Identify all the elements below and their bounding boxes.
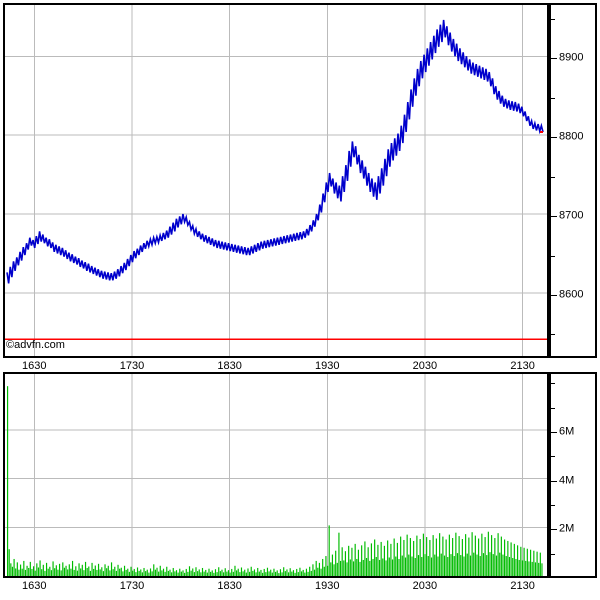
volume-plot-svg (5, 374, 547, 576)
axis-tick-minor (551, 18, 555, 20)
x-axis-label: 2130 (510, 580, 535, 592)
x-axis-label: 1730 (119, 360, 145, 372)
axis-label: 4M (559, 474, 575, 487)
axis-tick-minor (551, 505, 555, 506)
axis-label: 8900 (559, 51, 584, 64)
axis-tick-minor (551, 334, 555, 336)
price-plot-svg (5, 5, 547, 356)
x-axis-label: 1730 (119, 580, 145, 592)
axis-label: 8800 (559, 130, 584, 143)
x-axis-label: 1930 (315, 580, 340, 592)
x-axis-label: 1830 (217, 360, 242, 372)
x-axis-label: 1630 (22, 360, 47, 372)
axis-label: 8700 (559, 209, 584, 222)
price-chart-panel (3, 3, 549, 358)
volume-y-axis: 6M 4M 2M (549, 372, 597, 578)
price-y-axis: 8900 8800 8700 8600 (549, 3, 597, 358)
x-axis-label: 1830 (217, 580, 242, 592)
axis-tick-minor (551, 553, 555, 555)
axis-tick-major (551, 137, 557, 139)
x-axis-label: 2130 (510, 360, 535, 372)
axis-tick-major (551, 432, 557, 433)
axis-tick-major (551, 480, 557, 482)
x-axis-label: 2030 (412, 580, 438, 592)
axis-tick-minor (551, 456, 555, 458)
axis-tick-major (551, 529, 557, 531)
x-axis-label: 2030 (412, 360, 438, 372)
volume-chart-panel (3, 372, 549, 578)
axis-tick-major (551, 58, 557, 60)
advfn-watermark: ©advfn.com (6, 339, 65, 351)
axis-label: 8600 (559, 288, 584, 301)
axis-label: 2M (559, 522, 575, 535)
axis-tick-minor (551, 97, 555, 99)
axis-tick-minor (551, 176, 555, 178)
axis-label: 6M (559, 425, 575, 438)
axis-tick-minor (551, 383, 555, 385)
x-axis-label: 1930 (315, 360, 340, 372)
axis-tick-major (551, 216, 557, 217)
price-plot-area (5, 5, 547, 356)
x-axis-label: 1630 (22, 580, 47, 592)
volume-plot-area (5, 374, 547, 576)
price-x-axis: 1630 1730 1830 1930 2030 2130 (3, 358, 549, 376)
axis-tick-major (551, 294, 557, 296)
axis-tick-minor (551, 255, 555, 257)
volume-x-axis: 1630 1730 1830 1930 2030 2130 (3, 578, 549, 596)
axis-tick-minor (551, 407, 555, 409)
